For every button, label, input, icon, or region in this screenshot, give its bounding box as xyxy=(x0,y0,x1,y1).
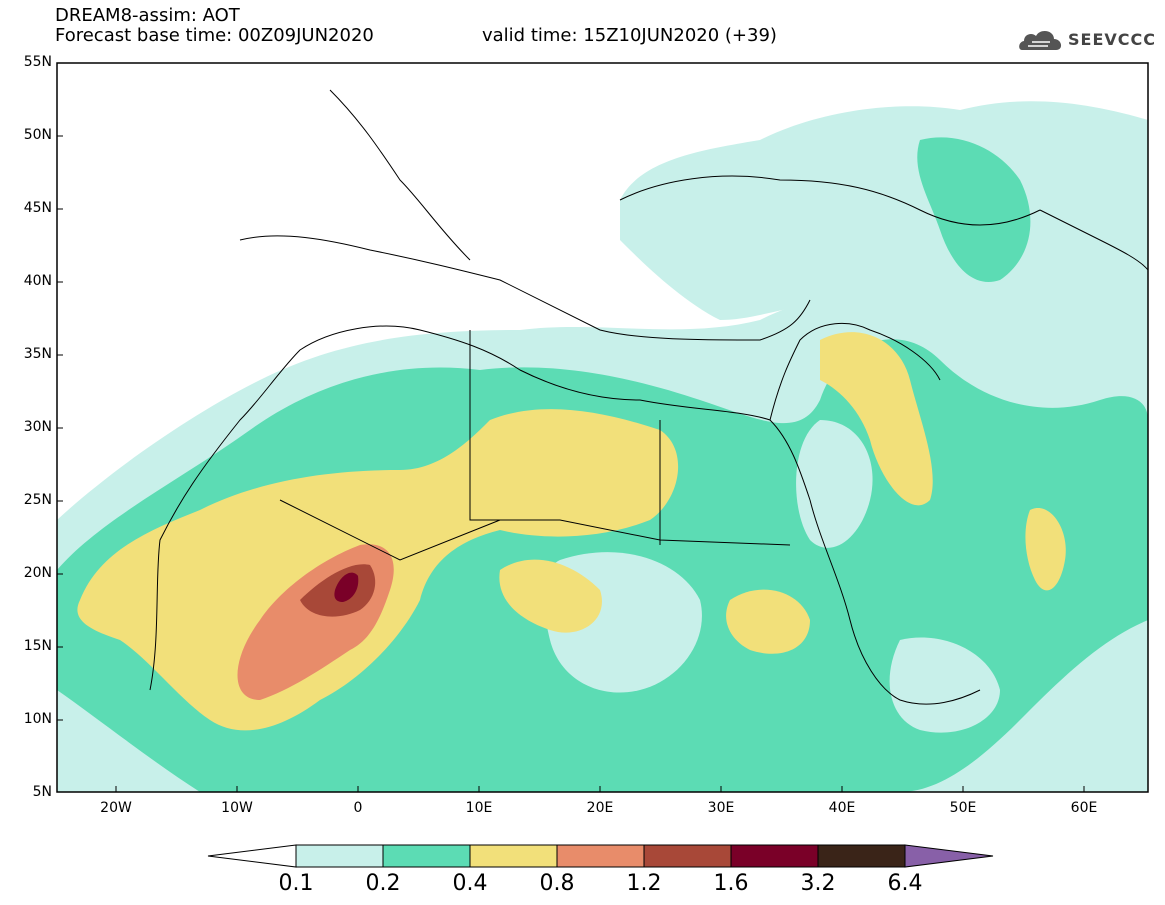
lat-label: 55N xyxy=(23,54,52,70)
lon-label: 40E xyxy=(828,800,856,816)
valid-time: valid time: 15Z10JUN2020 (+39) xyxy=(482,25,777,46)
forecast-base-time: Forecast base time: 00Z09JUN2020 xyxy=(55,25,374,46)
aot-layer-green-ne xyxy=(917,137,1031,282)
lon-label: 20E xyxy=(586,800,614,816)
aot-field xyxy=(57,101,1148,792)
lon-label: 10E xyxy=(465,800,493,816)
aot-light-patch-3 xyxy=(889,637,1000,733)
lon-label: 30E xyxy=(707,800,735,816)
axis-ticks xyxy=(57,62,1085,792)
aot-light-patch-2 xyxy=(796,420,873,548)
colorbar-label: 6.4 xyxy=(887,871,923,896)
aot-yellow-sudan xyxy=(726,589,810,654)
colorbar-label: 1.6 xyxy=(713,871,749,896)
lat-label: 30N xyxy=(23,419,52,435)
aot-layer-light-north xyxy=(620,101,1148,320)
lon-label: 50E xyxy=(949,800,977,816)
lon-label: 10W xyxy=(221,800,253,816)
lon-label: 0 xyxy=(353,800,363,816)
coastlines xyxy=(149,89,1148,705)
lat-label: 50N xyxy=(23,127,52,143)
map-title: DREAM8-assim: AOT xyxy=(55,5,240,26)
colorbar-label: 0.8 xyxy=(539,871,575,896)
lon-label: 60E xyxy=(1070,800,1098,816)
lat-label: 10N xyxy=(23,711,52,727)
aot-yellow-oman xyxy=(1025,508,1066,591)
colorbar-label: 1.2 xyxy=(626,871,662,896)
colorbar-label: 3.2 xyxy=(800,871,836,896)
colorbar-label: 0.4 xyxy=(452,871,488,896)
aot-yellow-chad xyxy=(499,559,602,633)
cloud-icon xyxy=(1019,30,1062,50)
aot-yellow-east xyxy=(820,332,933,506)
lon-label: 20W xyxy=(100,800,132,816)
aot-layer-darkred xyxy=(334,572,359,602)
lat-label: 40N xyxy=(23,273,52,289)
colorbar-label: 0.1 xyxy=(278,871,314,896)
lat-label: 35N xyxy=(23,346,52,362)
lat-label: 5N xyxy=(32,784,52,800)
colorbar-label: 0.2 xyxy=(365,871,401,896)
lat-label: 25N xyxy=(23,492,52,508)
lat-label: 15N xyxy=(23,638,52,654)
lat-label: 20N xyxy=(23,565,52,581)
logo-text: SEEVCCC xyxy=(1068,30,1156,49)
lat-label: 45N xyxy=(23,200,52,216)
